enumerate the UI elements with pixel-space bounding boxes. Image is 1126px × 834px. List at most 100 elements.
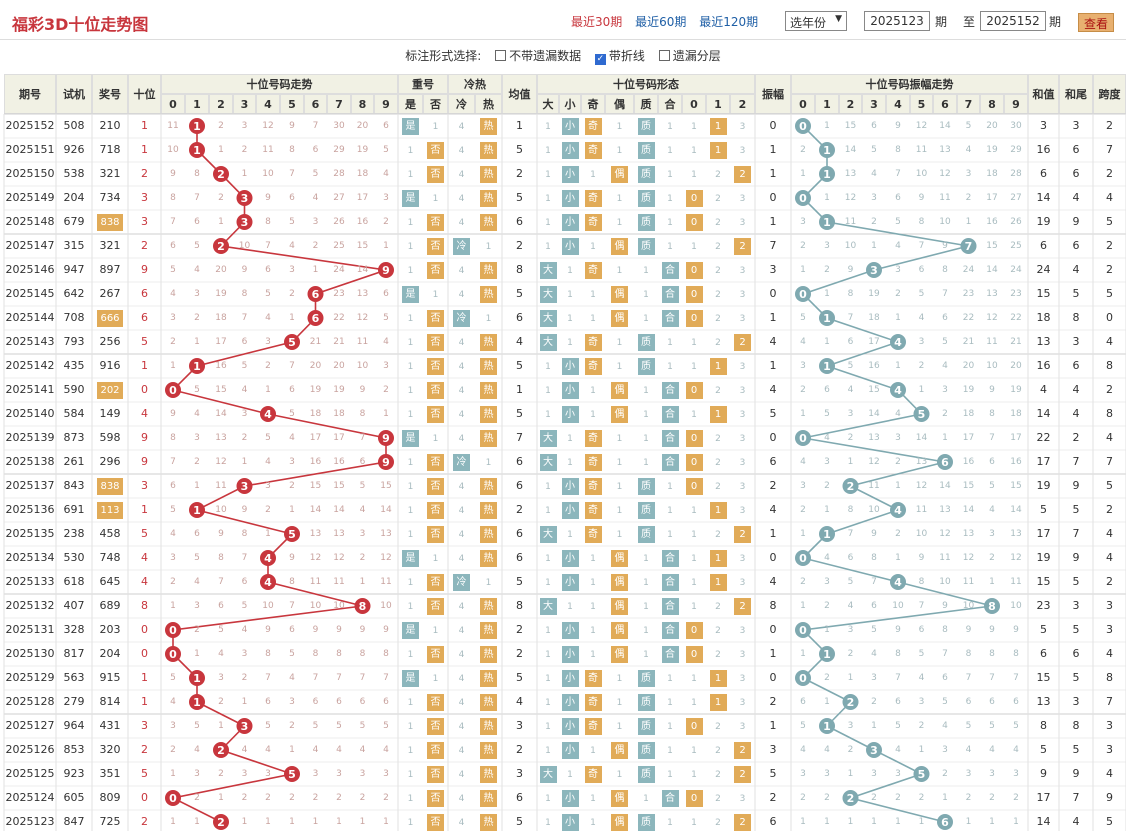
big-cell: 大 [537,450,559,474]
hot-badge: 热 [480,670,497,687]
tens-cell: 3 [141,719,148,732]
mod-1-cell: 2 [706,762,730,786]
big-cell-badge: 1 [545,170,551,180]
prize-value: 734 [99,191,121,204]
repeat-yes-badge: 1 [407,314,414,324]
amp-ball [842,790,859,806]
repeat-no: 否 [423,306,448,330]
mod-badge: 3 [739,290,746,300]
mod-2-cell: 3 [730,642,755,666]
checkbox-omission-layer[interactable] [658,50,670,61]
hot-badge: 1 [485,578,492,588]
trend-omission: 2 [383,217,389,227]
avg-cell: 3 [516,767,523,780]
odd-cell: 1 [581,282,605,306]
trend-omission: 4 [170,697,176,707]
amp-omission: 3 [942,745,948,755]
nav-last-120[interactable]: 最近120期 [699,15,759,29]
mod-0-cell: 0 [682,306,706,330]
repeat-yes: 是 [398,282,423,306]
prize-cell: 458 [92,522,128,546]
repeat-no-badge: 否 [427,742,444,759]
amp-ball-label: 4 [894,576,902,589]
repeat-no: 否 [423,450,448,474]
sumtail-cell: 6 [1072,647,1080,660]
composite-cell-badge: 合 [661,598,679,615]
trend-omission: 13 [333,529,345,539]
repeat-yes-badge: 1 [407,410,414,420]
cold-badge: 4 [458,194,465,204]
trend-omission: 10 [333,601,345,611]
year-select[interactable]: 选年份 ▼ [785,11,847,31]
amp-omission: 1 [800,265,806,275]
small-cell: 小 [559,498,581,522]
tens-ball [284,766,300,782]
nav-last-30[interactable]: 最近30期 [571,15,623,29]
nav-last-60[interactable]: 最近60期 [635,15,687,29]
odd-cell: 奇 [581,474,605,498]
from-issue-input[interactable]: 2025123 [864,11,930,31]
composite-cell-badge: 1 [667,818,673,828]
trend-omission: 4 [383,169,389,179]
trend-omission: 4 [289,673,295,683]
test-cell: 817 [63,647,85,660]
prime-cell-badge: 质 [637,526,655,543]
issue-cell: 2025146 [5,263,55,276]
odd-cell: 奇 [581,354,605,378]
mod-0-cell: 0 [682,786,706,810]
to-issue-input[interactable]: 2025152 [980,11,1046,31]
amp-omission: 2 [965,193,972,203]
hot-cell: 热 [475,498,502,522]
trend-omission: 6 [383,697,389,707]
checkbox-with-line[interactable]: ✓ [594,54,606,65]
trend-omission: 3 [241,649,248,659]
composite-cell-badge: 合 [661,430,679,447]
mod-badge: 2 [715,194,721,204]
amp-ball [795,622,811,638]
trend-omission: 10 [167,145,179,155]
even-cell-badge: 1 [616,434,623,444]
tens-cell: 4 [141,407,148,420]
test-cell: 538 [63,167,85,180]
even-cell: 1 [605,186,634,210]
trend-omission: 2 [218,769,224,779]
small-cell-badge: 1 [567,314,573,324]
query-button[interactable]: 查看 [1078,13,1114,32]
odd-cell-badge: 1 [590,314,596,324]
trend-omission: 3 [289,697,295,707]
odd-cell-badge: 1 [590,410,596,420]
mod-2-cell: 3 [730,570,755,594]
repeat-no: 否 [423,738,448,762]
hot-cell: 热 [475,522,502,546]
trend-omission: 3 [241,121,248,131]
repeat-yes: 1 [398,738,423,762]
amp-omission: 3 [824,577,830,587]
amp-omission: 2 [847,745,854,755]
cold-cell: 4 [448,618,475,642]
header-hotcold: 冷热 [448,74,502,94]
test-cell: 590 [63,383,85,396]
test-cell: 508 [63,119,85,132]
amp-omission: 9 [1013,625,1019,635]
amp-omission: 7 [918,601,925,611]
composite-cell: 合 [658,306,682,330]
period-nav: 最近30期 最近60期 最近120期 [571,13,767,30]
amp-omission: 4 [800,745,806,755]
repeat-no: 否 [423,642,448,666]
mod-badge: 1 [691,746,697,756]
trend-omission: 8 [312,649,319,659]
prize-cell: 267 [92,282,128,306]
sum-cell: 19 [1036,551,1051,564]
small-cell-badge: 小 [561,574,579,591]
big-cell-badge: 大 [539,334,557,351]
tens-ball-label: 0 [169,648,177,661]
avg-cell: 6 [516,455,523,468]
big-cell: 大 [537,522,559,546]
avg-cell: 2 [516,503,523,516]
checkbox-no-omission[interactable] [495,50,507,61]
odd-cell: 1 [581,738,605,762]
cold-badge: 4 [458,506,465,516]
odd-cell: 奇 [581,210,605,234]
prize-value: 351 [99,767,121,780]
hot-badge: 热 [480,526,497,543]
